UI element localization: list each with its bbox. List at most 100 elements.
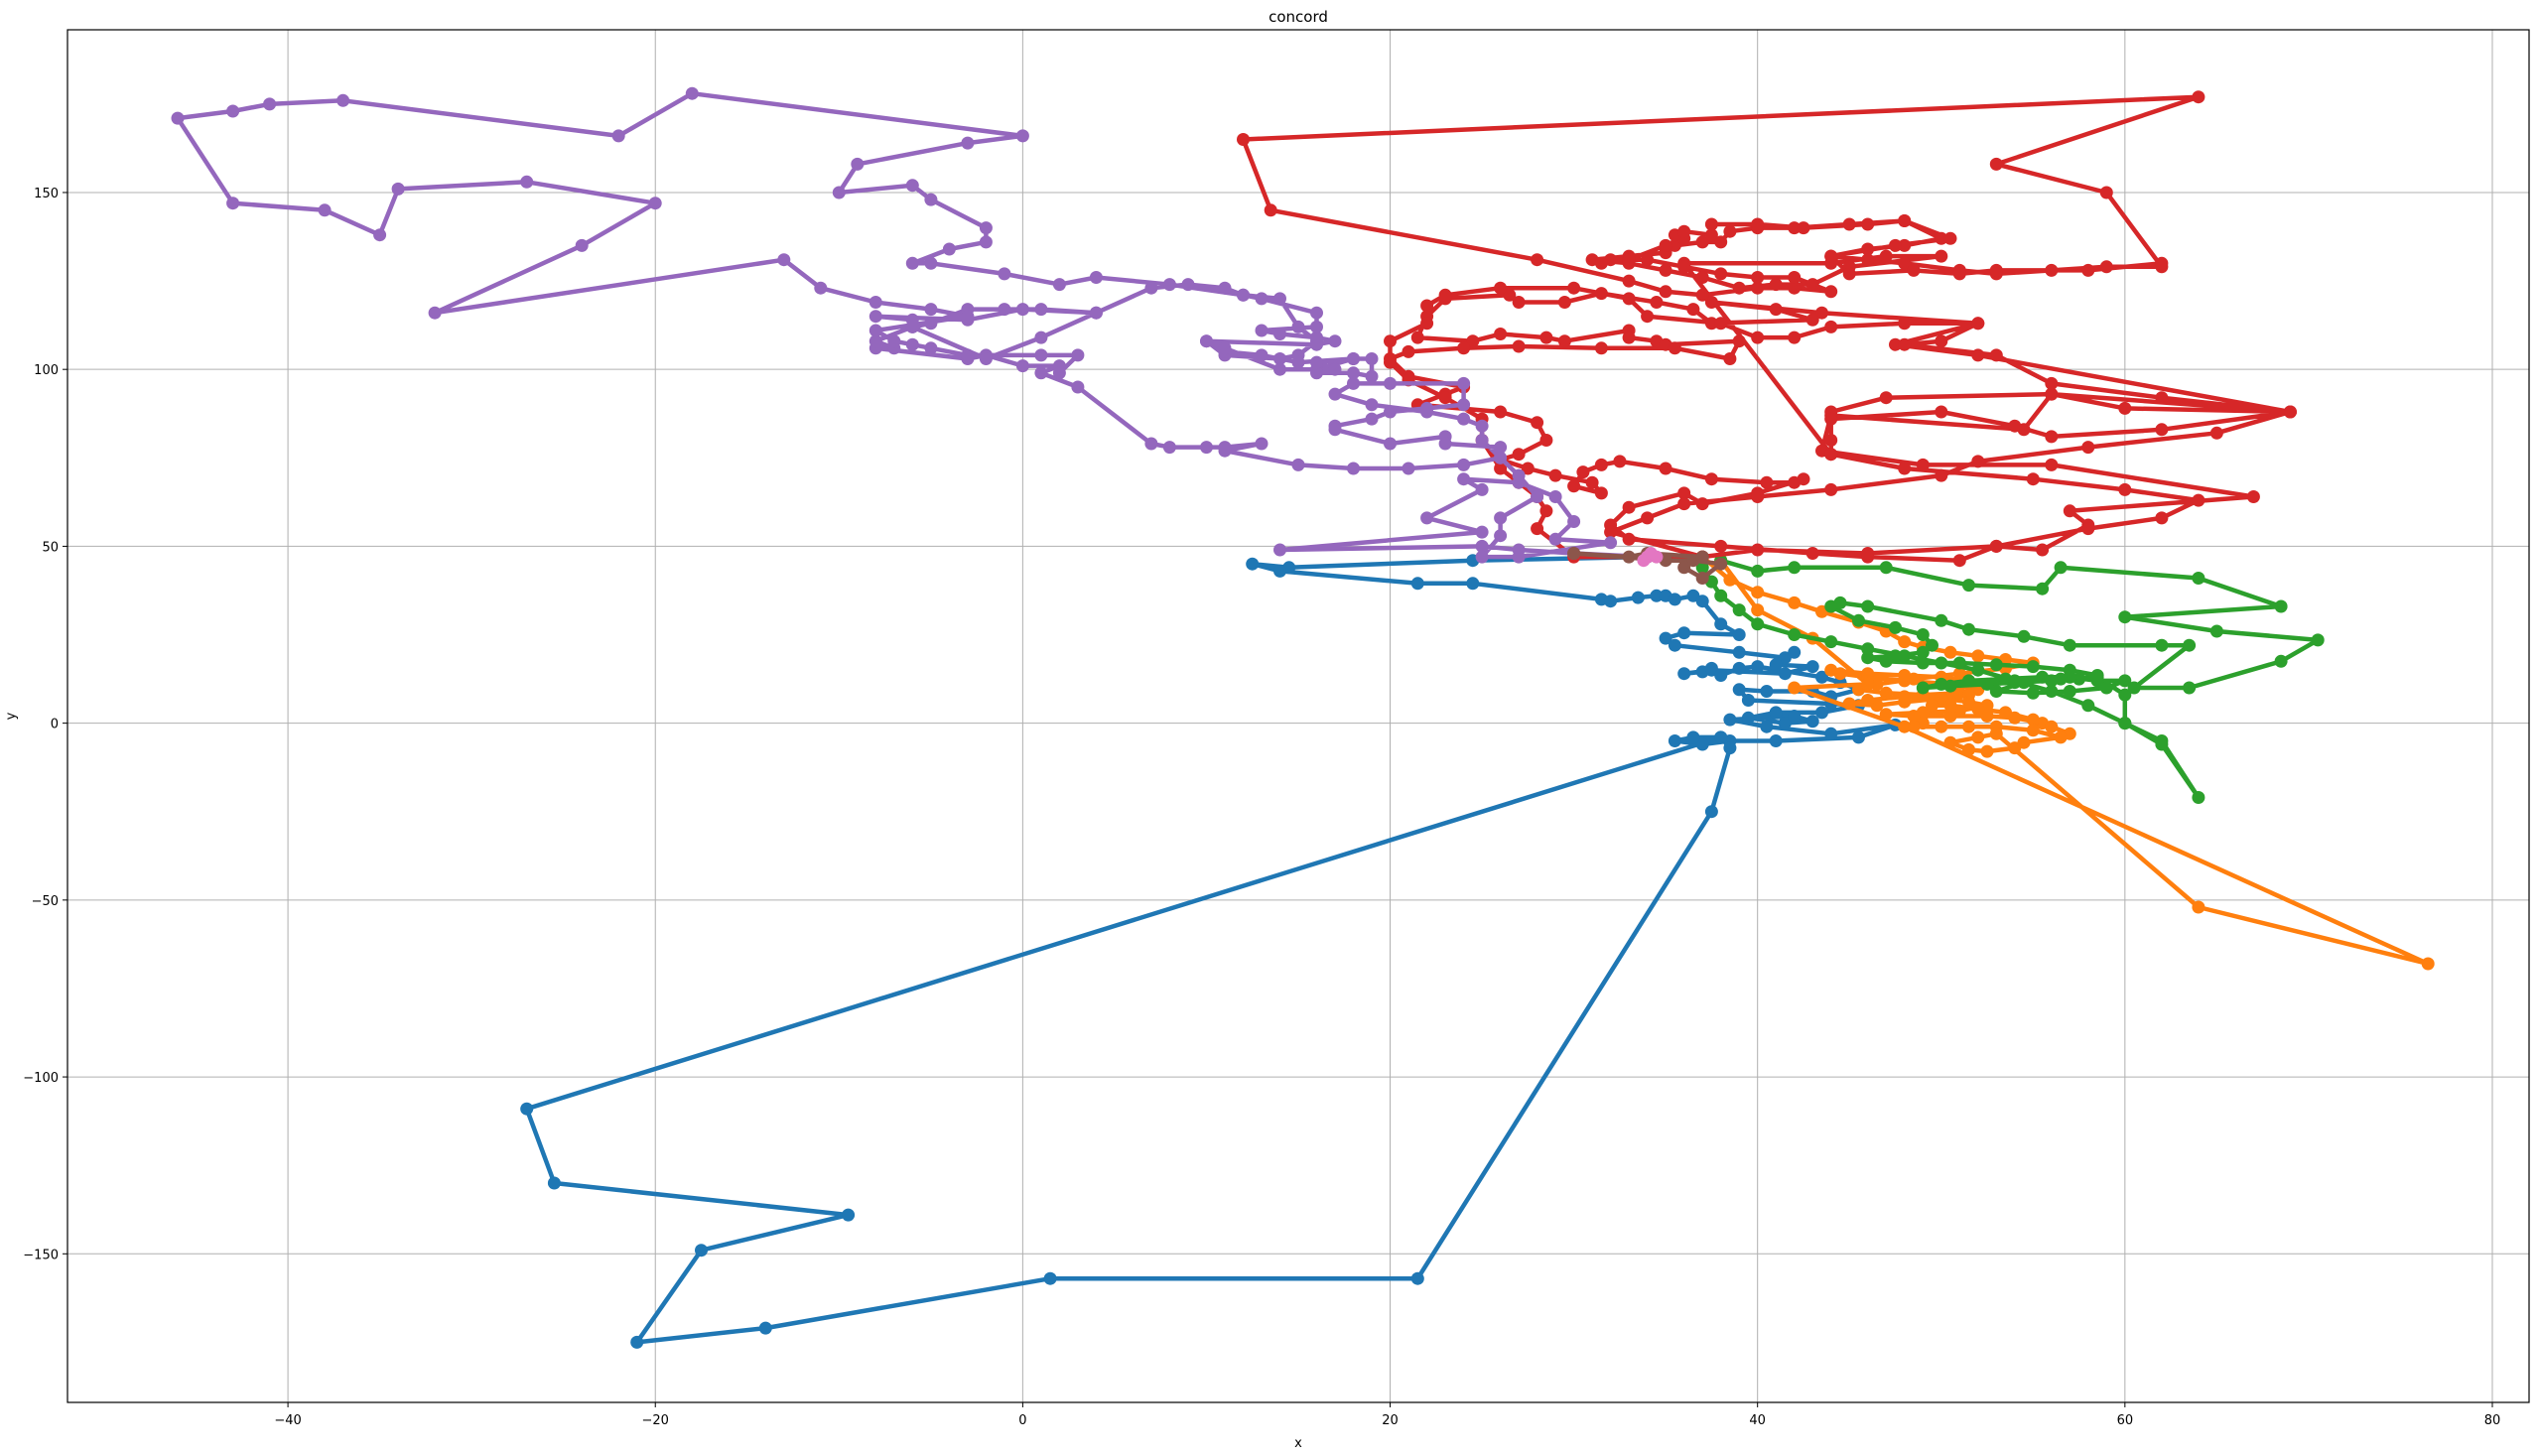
data-point xyxy=(2118,401,2132,415)
data-point xyxy=(1668,593,1681,606)
data-point xyxy=(2155,734,2169,747)
data-point xyxy=(1557,334,1571,348)
data-point xyxy=(924,303,938,317)
data-point xyxy=(1989,727,2003,740)
data-point xyxy=(1255,348,1269,362)
data-point xyxy=(1200,441,1213,455)
data-point xyxy=(1714,617,1728,631)
data-point xyxy=(1741,711,1755,725)
series-line xyxy=(1241,94,2293,563)
data-point xyxy=(1677,626,1691,640)
data-point xyxy=(905,337,919,351)
series-3 xyxy=(1695,550,2325,804)
data-point xyxy=(1531,490,1544,503)
data-point xyxy=(1935,334,1948,348)
data-point xyxy=(1438,288,1452,302)
data-point xyxy=(2063,504,2076,518)
data-point xyxy=(685,86,699,100)
data-point xyxy=(1980,677,1994,691)
data-point xyxy=(1034,348,1048,362)
data-point xyxy=(1824,285,1838,299)
data-point xyxy=(1943,735,1957,749)
data-point xyxy=(1714,669,1728,682)
data-point xyxy=(1310,331,1323,344)
chart-title: concord xyxy=(1269,8,1328,26)
data-point xyxy=(1861,651,1875,665)
data-point xyxy=(979,352,993,365)
data-point xyxy=(1943,710,1957,723)
data-point xyxy=(2209,426,2223,440)
data-point xyxy=(1889,620,1902,634)
data-point xyxy=(2155,256,2169,270)
data-point xyxy=(1291,320,1305,333)
data-point xyxy=(1420,317,1434,331)
data-point xyxy=(1420,511,1434,525)
data-point xyxy=(2209,624,2223,638)
data-point xyxy=(1980,710,1994,723)
data-point xyxy=(924,256,938,270)
data-point xyxy=(1512,339,1526,353)
data-point xyxy=(1769,278,1783,292)
data-point xyxy=(2099,260,2113,274)
series-line xyxy=(1699,554,2431,967)
data-point xyxy=(1494,511,1508,525)
data-point xyxy=(1704,228,1718,242)
data-point xyxy=(1824,448,1838,462)
data-point xyxy=(869,334,882,348)
data-point xyxy=(1788,331,1802,344)
data-point xyxy=(1695,737,1709,751)
data-point xyxy=(924,317,938,331)
data-point xyxy=(1594,256,1608,270)
data-point xyxy=(1686,303,1700,317)
data-point xyxy=(1255,324,1269,337)
data-point xyxy=(2118,688,2132,702)
data-point xyxy=(1714,589,1728,602)
data-point xyxy=(1741,694,1755,707)
data-point xyxy=(1952,554,1966,568)
data-point xyxy=(1328,334,1342,348)
data-point xyxy=(1512,550,1526,564)
data-point xyxy=(1989,685,2003,698)
data-point xyxy=(1898,256,1912,270)
data-point xyxy=(1200,334,1213,348)
data-point xyxy=(2008,674,2022,688)
data-point xyxy=(1494,451,1508,464)
data-point xyxy=(1788,596,1802,609)
data-point xyxy=(1732,281,1746,295)
data-point xyxy=(1052,278,1066,292)
data-point xyxy=(1898,317,1912,331)
data-point xyxy=(1089,306,1103,320)
data-point xyxy=(1788,561,1802,575)
data-point xyxy=(1668,341,1681,355)
data-point xyxy=(1971,317,1985,331)
data-point xyxy=(1328,387,1342,401)
data-point xyxy=(1751,217,1765,231)
data-point xyxy=(1494,328,1508,340)
data-point xyxy=(2008,419,2022,433)
data-point xyxy=(1641,253,1655,267)
data-point xyxy=(1852,613,1865,627)
data-point xyxy=(1384,405,1397,419)
data-point xyxy=(1952,267,1966,281)
data-point xyxy=(520,1102,534,1116)
data-point xyxy=(1943,699,1957,713)
data-point xyxy=(1622,500,1636,514)
data-point xyxy=(1935,656,1948,670)
data-point xyxy=(1218,281,1232,295)
data-point xyxy=(2192,493,2205,507)
data-point xyxy=(575,238,589,252)
data-point xyxy=(1916,458,1930,471)
data-point xyxy=(1907,720,1921,733)
data-point xyxy=(924,193,938,206)
data-point xyxy=(1218,341,1232,355)
data-point xyxy=(1659,285,1672,299)
data-point xyxy=(1751,617,1765,631)
data-point xyxy=(226,197,240,210)
data-point xyxy=(1512,468,1526,482)
data-point xyxy=(1384,376,1397,390)
data-point xyxy=(832,186,846,199)
data-point xyxy=(2246,490,2260,503)
data-point xyxy=(1714,557,1728,571)
data-point xyxy=(1015,303,1029,317)
